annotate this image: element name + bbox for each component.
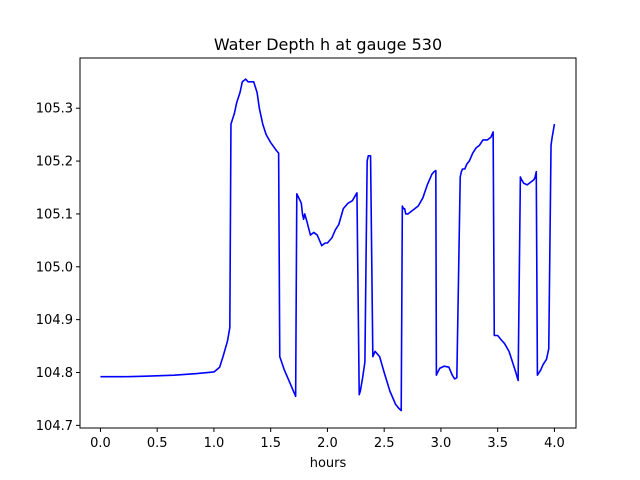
x-axis-label: hours (310, 456, 347, 471)
y-tick-label: 104.7 (36, 419, 73, 434)
series-group (100, 78, 556, 412)
x-tick-label: 2.0 (317, 436, 338, 451)
chart-title: Water Depth h at gauge 530 (214, 35, 442, 54)
x-tick-label: 3.5 (487, 436, 508, 451)
plot-area (79, 57, 577, 429)
plot-frame (79, 57, 577, 429)
x-tick-label: 1.5 (260, 436, 281, 451)
y-axis: 104.7 104.8 104.9 105.0 105.1 105.2 105.3 (36, 102, 80, 434)
y-tick-label: 105.1 (36, 207, 73, 222)
series-line (100, 78, 556, 412)
x-tick-label: 1.0 (204, 436, 225, 451)
y-tick-label: 104.8 (36, 366, 73, 381)
x-tick-label: 2.5 (374, 436, 395, 451)
x-tick-label: 0.0 (90, 436, 111, 451)
x-tick-label: 3.0 (431, 436, 452, 451)
x-tick-label: 0.5 (147, 436, 168, 451)
y-tick-label: 105.0 (36, 260, 73, 275)
y-tick-label: 105.2 (36, 155, 73, 170)
y-tick-label: 105.3 (36, 102, 73, 117)
y-tick-label: 104.9 (36, 313, 73, 328)
x-axis: 0.0 0.5 1.0 1.5 2.0 2.5 3.0 3.5 4.0 (90, 428, 565, 451)
x-tick-label: 4.0 (544, 436, 565, 451)
